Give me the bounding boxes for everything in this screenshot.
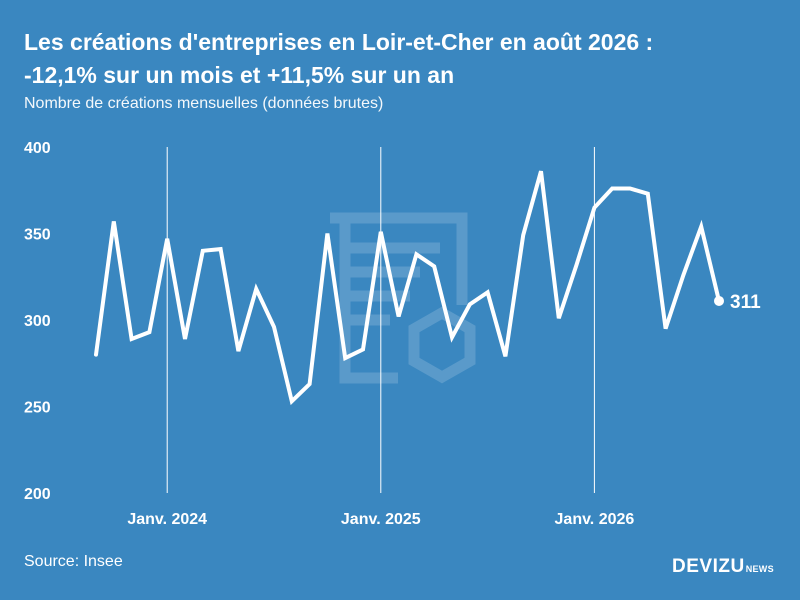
series-line bbox=[94, 170, 721, 406]
y-tick-label: 250 bbox=[24, 400, 51, 417]
x-tick-label: Janv. 2024 bbox=[127, 511, 207, 528]
end-value-label: 311 bbox=[730, 292, 761, 313]
x-tick-label: Janv. 2025 bbox=[341, 511, 421, 528]
x-tick-label: Janv. 2026 bbox=[555, 511, 635, 528]
brand-suffix: NEWS bbox=[745, 564, 774, 574]
y-tick-label: 350 bbox=[24, 227, 51, 244]
title-line-2: -12,1% sur un mois et +11,5% sur un an bbox=[24, 62, 455, 88]
brand-name: DEVIZU bbox=[672, 556, 745, 577]
y-tick-label: 300 bbox=[24, 313, 51, 330]
chart-title: Les créations d'entreprises en Loir-et-C… bbox=[24, 26, 784, 92]
end-point-marker bbox=[714, 295, 724, 306]
chart-subtitle: Nombre de créations mensuelles (données … bbox=[24, 95, 384, 112]
title-line-1: Les créations d'entreprises en Loir-et-C… bbox=[24, 29, 654, 55]
y-tick-label: 200 bbox=[24, 486, 51, 503]
y-tick-label: 400 bbox=[24, 140, 51, 157]
source-note: Source: Insee bbox=[24, 553, 123, 570]
brand-logo: DEVIZU NEWS bbox=[672, 556, 774, 578]
